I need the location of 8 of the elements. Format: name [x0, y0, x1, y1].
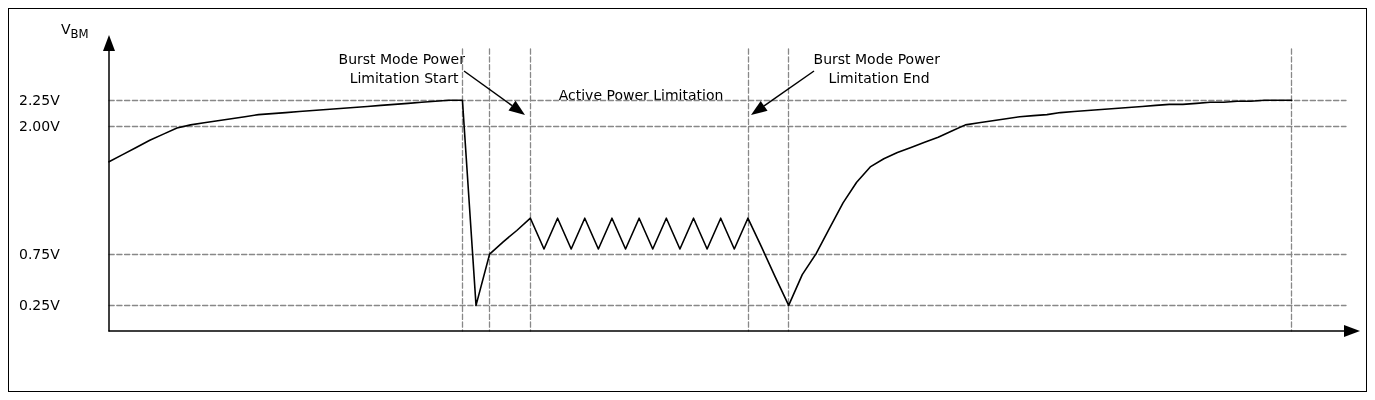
y-tick-label: 2.25V	[19, 92, 61, 109]
y-axis-title: V$_{BM}$	[61, 21, 89, 41]
annotation: Active Power Limitation	[558, 86, 724, 103]
y-tick-label: 2.00V	[19, 117, 61, 134]
y-tick-label: 0.75V	[19, 246, 61, 263]
annotation: Burst Mode Power Limitation Start	[338, 50, 470, 86]
y-tick-label: 0.25V	[19, 297, 61, 314]
annotation: Burst Mode Power Limitation End	[813, 50, 945, 86]
